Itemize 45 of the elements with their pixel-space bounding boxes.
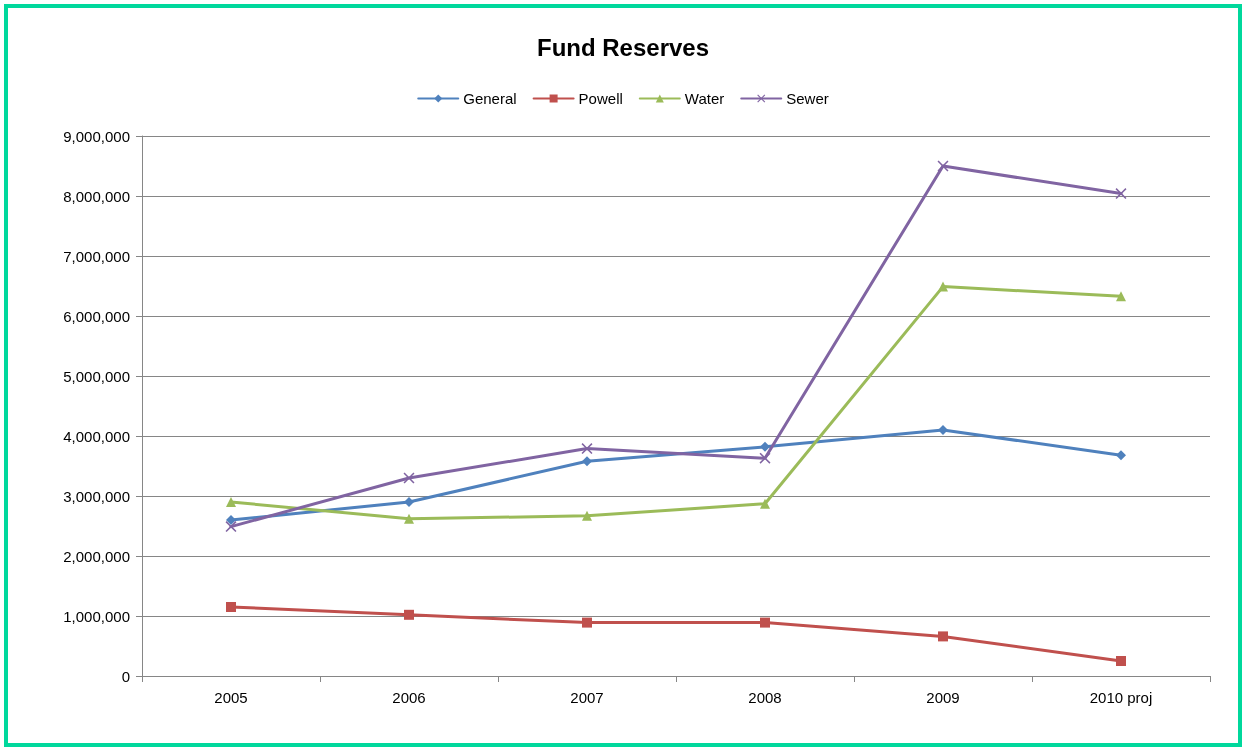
y-tick-label: 1,000,000 [63,607,130,625]
point [581,443,593,455]
point [938,425,948,435]
x-tick-label: 2005 [214,689,248,706]
point [404,609,414,620]
x-tick-label: 2007 [570,689,604,706]
y-tick-label: 4,000,000 [63,427,130,445]
chart-title: Fund Reserves [536,33,710,61]
point [403,472,415,484]
x-tick-label: 2010 proj [1089,689,1153,706]
y-tick-label: 9,000,000 [63,127,130,145]
point [1116,656,1126,666]
legend-label: General [463,90,517,107]
y-tick-label: 7,000,000 [63,247,130,265]
x-tick-label: 2008 [748,689,782,706]
point [582,617,592,628]
point [226,602,236,612]
x-tick-label: 2006 [392,689,426,706]
point [226,497,236,507]
point [1116,291,1126,302]
y-tick-label: 6,000,000 [63,307,130,325]
point [937,160,949,172]
point [226,515,236,525]
point [582,456,592,467]
y-tick-label: 8,000,000 [63,187,130,205]
point [1115,188,1127,200]
point [404,513,414,524]
point [760,617,770,628]
y-tick-label: 2,000,000 [63,547,130,565]
x-tick-label: 2009 [926,689,960,706]
y-tick-label: 0 [121,667,130,685]
y-tick-label: 5,000,000 [63,367,130,385]
legend-label: Water [684,90,725,107]
point [404,497,414,507]
legend-label: Powell [578,90,623,107]
point [582,510,592,521]
legend-label: Sewer [786,90,829,107]
point [938,631,948,642]
point [1116,450,1126,461]
point [759,452,771,464]
y-tick-label: 3,000,000 [63,487,130,505]
point [760,498,770,509]
point [938,281,948,292]
point [760,441,770,452]
point [225,521,237,533]
